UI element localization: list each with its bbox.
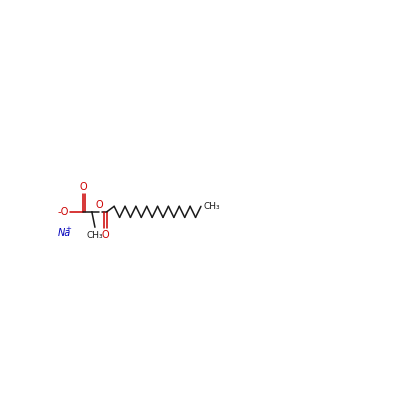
Text: CH₃: CH₃ bbox=[87, 231, 104, 240]
Text: +: + bbox=[66, 226, 71, 232]
Text: O: O bbox=[96, 200, 103, 210]
Text: O: O bbox=[102, 230, 109, 240]
Text: -O: -O bbox=[58, 207, 69, 217]
Text: CH₃: CH₃ bbox=[204, 202, 220, 211]
Text: Na: Na bbox=[58, 228, 71, 238]
Text: O: O bbox=[80, 182, 88, 192]
